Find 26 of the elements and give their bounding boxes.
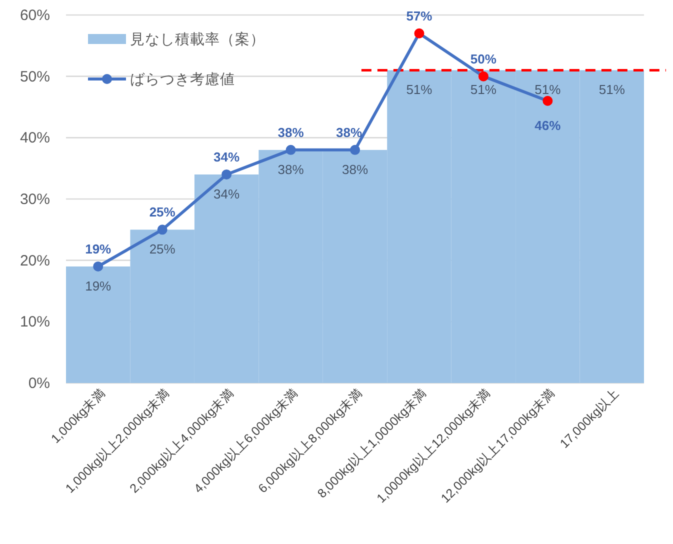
data-label: 51%: [470, 82, 497, 98]
data-label: 19%: [85, 241, 112, 256]
data-label: 25%: [149, 242, 176, 257]
data-label: 34%: [214, 186, 240, 202]
y-tick-label: 50%: [20, 68, 50, 86]
data-label: 51%: [406, 82, 433, 98]
y-tick-label: 0%: [28, 375, 50, 392]
data-label: 50%: [470, 51, 497, 66]
y-tick-label: 20%: [20, 252, 50, 270]
data-label: 57%: [406, 8, 433, 24]
y-tick-label: 60%: [20, 7, 50, 24]
y-tick-label: 30%: [20, 191, 50, 208]
data-label: 38%: [278, 124, 304, 140]
data-label: 19%: [85, 278, 112, 294]
data-label: 38%: [278, 162, 304, 177]
legend-label: 見なし積載率（案）: [130, 31, 265, 48]
data-label: 51%: [598, 82, 626, 98]
y-tick-label: 40%: [20, 130, 50, 147]
data-label: 38%: [336, 124, 362, 140]
data-label: 34%: [214, 149, 240, 164]
data-label: 38%: [342, 162, 368, 177]
data-label: 46%: [534, 118, 562, 133]
data-label: 51%: [534, 82, 562, 98]
y-tick-label: 10%: [20, 314, 50, 331]
legend-label: ばらつき考慮値: [130, 71, 235, 88]
data-label: 25%: [149, 204, 176, 220]
